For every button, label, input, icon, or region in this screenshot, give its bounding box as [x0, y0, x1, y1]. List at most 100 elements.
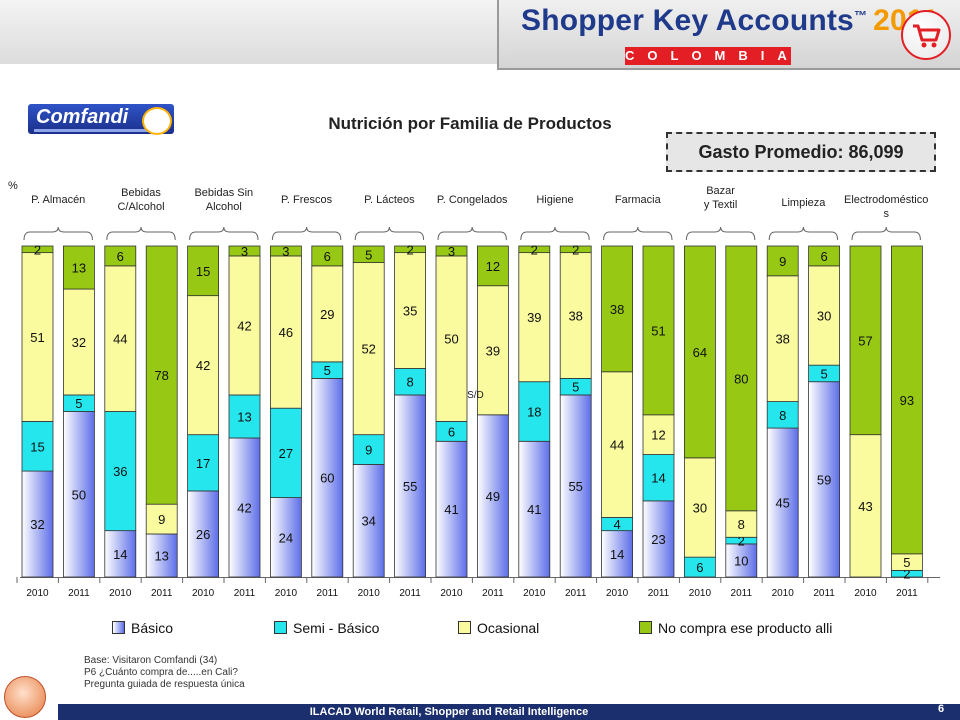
bar-segment: [435, 440, 468, 578]
bar-segment: [104, 411, 137, 532]
bar-segment: [63, 411, 95, 578]
data-label: 50: [72, 487, 86, 502]
bar-segment: [145, 533, 178, 578]
bar-segment: [559, 394, 592, 578]
data-label: 46: [279, 325, 293, 340]
family-label: Limpieza: [781, 197, 826, 209]
bar-segment: [559, 245, 592, 254]
data-label: 36: [113, 464, 127, 479]
legend-item: Ocasional: [458, 620, 539, 636]
family-label: Farmacia: [615, 194, 662, 206]
data-label: 39: [527, 310, 541, 325]
family-brace: [271, 226, 342, 241]
data-label: 6: [820, 249, 827, 264]
bar-segment: [21, 245, 54, 254]
chart-title-wrap: Nutrición por Familia de Productos: [0, 114, 960, 134]
data-label: 38: [775, 332, 789, 347]
family-brace: [768, 226, 839, 241]
bar-segment: [269, 497, 302, 578]
x-tick-label: 2010: [772, 588, 795, 599]
data-label: 34: [361, 514, 375, 529]
cart-logo-icon: [901, 10, 951, 60]
stacked-bar-chart: 3215512201050532132011143644620101397820…: [16, 185, 940, 599]
x-tick-label: 2010: [109, 588, 132, 599]
bar-segment: [891, 245, 923, 555]
bar-segment: [187, 490, 220, 578]
question-note: P6 ¿Cuánto compra de.....en Cali?: [84, 667, 238, 678]
data-label: 26: [196, 527, 210, 542]
bar-segment: [518, 245, 551, 254]
data-label: 59: [817, 472, 831, 487]
data-label: 10: [734, 553, 748, 568]
legend-label: Básico: [131, 620, 174, 636]
data-label: 45: [775, 496, 789, 511]
family-label: P. Lácteos: [364, 194, 415, 206]
data-label: 5: [324, 363, 331, 378]
bar-segment: [269, 245, 302, 257]
data-label: 60: [320, 471, 334, 486]
bar-segment: [352, 245, 385, 263]
data-label: 38: [568, 309, 582, 324]
legend-swatch: [458, 620, 471, 634]
bar-segment: [352, 434, 385, 465]
ilacad-logo-icon: [4, 676, 46, 718]
x-tick-label: 2011: [731, 588, 753, 599]
bar-segment: [642, 414, 675, 455]
data-label: 32: [72, 335, 86, 350]
x-tick-label: 2011: [482, 588, 504, 599]
bar-segment: [601, 245, 633, 373]
chart-title: Nutrición por Familia de Productos: [328, 114, 612, 133]
bar-segment: [104, 245, 137, 267]
legend-swatch: [639, 620, 652, 634]
bar-segment: [642, 245, 675, 416]
data-label: 6: [448, 424, 455, 439]
bar-segment: [187, 295, 220, 436]
data-label: 64: [693, 345, 707, 360]
bar-segment: [228, 245, 261, 257]
bar-segment: [63, 245, 95, 290]
data-label: 42: [196, 358, 210, 373]
x-tick-label: 2010: [689, 588, 712, 599]
x-tick-label: 2010: [192, 588, 215, 599]
bar-segment: [394, 245, 427, 254]
cart-icon: [913, 24, 941, 48]
data-label: 2: [406, 242, 413, 257]
bar-segment: [518, 252, 551, 383]
x-tick-label: 2010: [440, 588, 463, 599]
annotation-label: S/D: [467, 390, 484, 401]
comfandi-logo-stripe: [34, 129, 154, 132]
x-tick-label: 2011: [399, 588, 421, 599]
comfandi-emblem-icon: [142, 107, 172, 135]
data-label: 51: [30, 330, 44, 345]
data-label: 2: [738, 534, 745, 549]
bar-segment: [352, 262, 385, 436]
data-label: 18: [527, 405, 541, 420]
bar-segment: [601, 371, 633, 518]
family-label: P. Almacén: [31, 194, 85, 206]
x-tick-label: 2010: [26, 588, 49, 599]
data-label: 17: [196, 456, 210, 471]
x-tick-label: 2011: [234, 588, 256, 599]
bar-segment: [228, 437, 261, 578]
data-label: 12: [651, 428, 665, 443]
data-label: 42: [237, 500, 251, 515]
bar-segment: [21, 252, 54, 422]
bar-segment: [104, 265, 137, 412]
bar-segment: [435, 255, 468, 422]
data-label: 55: [403, 479, 417, 494]
bar-segment: [766, 245, 799, 277]
family-brace: [354, 226, 425, 241]
data-label: 14: [113, 547, 127, 562]
family-label: Bazar: [706, 185, 735, 197]
bar-segment: [684, 457, 716, 558]
data-label: 39: [486, 343, 500, 358]
data-label: 30: [693, 500, 707, 515]
footer-text: ILACAD World Retail, Shopper and Retail …: [309, 706, 589, 718]
data-label: 6: [324, 249, 331, 264]
data-label: 32: [30, 517, 44, 532]
data-label: 8: [738, 517, 745, 532]
data-label: 6: [696, 560, 703, 575]
bar-segment: [145, 245, 178, 505]
data-label: 5: [903, 555, 910, 570]
bar-segment: [228, 394, 261, 439]
